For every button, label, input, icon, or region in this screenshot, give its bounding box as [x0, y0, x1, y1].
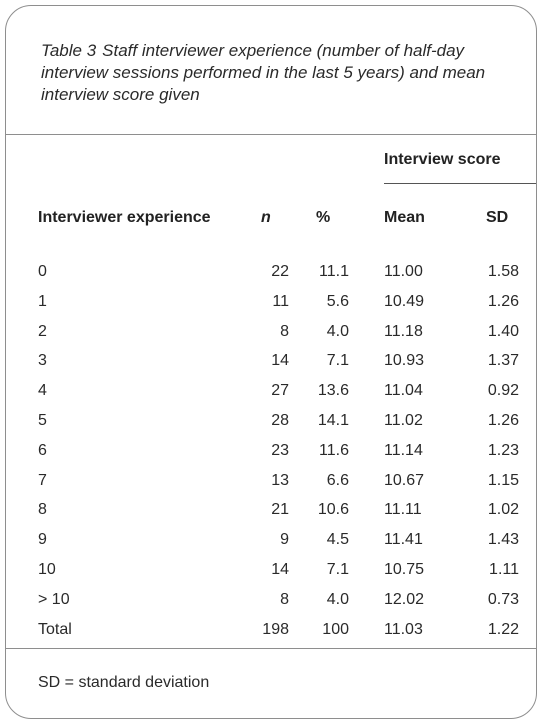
cell-experience: 10 — [38, 561, 56, 578]
cell-mean: 11.03 — [384, 620, 423, 638]
table-row: 9 9 4.5 11.41 1.43 — [6, 530, 536, 560]
cell-experience: 0 — [38, 263, 47, 280]
cell-percent: 7.1 — [326, 352, 349, 370]
cell-mean: 11.00 — [384, 263, 423, 280]
cell-percent: 6.6 — [326, 471, 349, 489]
cell-sd: 1.22 — [487, 620, 519, 638]
cell-sd: 1.26 — [487, 292, 519, 310]
cell-sd: 1.15 — [487, 471, 519, 489]
cell-percent: 4.0 — [326, 322, 349, 340]
column-header-n: n — [261, 209, 271, 226]
cell-percent: 100 — [322, 620, 349, 638]
cell-experience: 7 — [38, 471, 47, 489]
cell-mean: 12.02 — [384, 590, 425, 608]
table-caption: Table 3 Staff interviewer experience (num… — [41, 40, 521, 106]
column-header-mean: Mean — [384, 209, 425, 226]
cell-percent: 5.6 — [326, 292, 349, 310]
table-row: 10 14 7.1 10.75 1.11 — [6, 560, 536, 590]
cell-experience: 5 — [38, 412, 47, 429]
cell-experience: 3 — [38, 352, 47, 370]
column-header-sd: SD — [486, 209, 509, 226]
table-row: 3 14 7.1 10.93 1.37 — [6, 351, 536, 381]
cell-percent: 14.1 — [317, 412, 349, 429]
table-row: 0 22 11.1 11.00 1.58 — [6, 262, 536, 292]
cell-sd: 0.73 — [487, 590, 519, 608]
cell-mean: 11.04 — [384, 382, 423, 400]
cell-sd: 1.26 — [487, 412, 519, 429]
cell-mean: 10.67 — [384, 471, 425, 489]
caption-text: Staff interviewer experience (number of … — [41, 41, 486, 104]
cell-sd: 1.02 — [487, 501, 519, 519]
cell-n: 21 — [271, 501, 289, 519]
cell-percent: 11.6 — [319, 441, 349, 459]
cell-mean: 11.11 — [384, 501, 422, 519]
table-frame: Table 3 Staff interviewer experience (num… — [5, 5, 537, 719]
cell-percent: 13.6 — [317, 382, 349, 400]
cell-n: 13 — [271, 471, 289, 489]
cell-experience: 8 — [38, 501, 47, 519]
cell-n: 28 — [271, 412, 289, 429]
cell-experience: 9 — [38, 531, 47, 549]
group-header-interview-score: Interview score — [384, 151, 501, 168]
cell-experience: 6 — [38, 441, 47, 459]
top-divider — [6, 134, 536, 135]
table-row-total: Total 198 100 11.03 1.22 — [6, 620, 536, 650]
cell-percent: 4.0 — [326, 590, 349, 608]
cell-n: 11 — [272, 292, 289, 310]
table-row: 2 8 4.0 11.18 1.40 — [6, 322, 536, 352]
cell-n: 23 — [271, 441, 289, 459]
cell-mean: 11.14 — [384, 441, 423, 459]
cell-sd: 1.23 — [487, 441, 519, 459]
cell-n: 9 — [280, 531, 289, 549]
caption-label: Table 3 — [41, 41, 97, 60]
cell-sd: 0.92 — [487, 382, 519, 400]
cell-n: 8 — [280, 322, 289, 340]
cell-experience: > 10 — [38, 590, 70, 608]
group-header-underline — [384, 183, 536, 184]
cell-experience: Total — [38, 620, 72, 638]
cell-percent: 7.1 — [326, 561, 349, 578]
table-row: 7 13 6.6 10.67 1.15 — [6, 471, 536, 501]
column-header-experience: Interviewer experience — [38, 209, 211, 226]
table-row: > 10 8 4.0 12.02 0.73 — [6, 590, 536, 620]
cell-mean: 10.49 — [384, 292, 425, 310]
column-header-percent: % — [316, 209, 331, 226]
cell-sd: 1.37 — [487, 352, 519, 370]
table-row: 6 23 11.6 11.14 1.23 — [6, 441, 536, 471]
cell-mean: 10.93 — [384, 352, 425, 370]
table-row: 8 21 10.6 11.11 1.02 — [6, 500, 536, 530]
cell-experience: 4 — [38, 382, 47, 400]
cell-percent: 4.5 — [326, 531, 349, 549]
cell-mean: 11.18 — [384, 322, 423, 340]
bottom-divider — [6, 648, 536, 649]
cell-sd: 1.11 — [489, 561, 519, 578]
table-row: 4 27 13.6 11.04 0.92 — [6, 381, 536, 411]
table-footnote: SD = standard deviation — [38, 674, 210, 691]
table-row: 5 28 14.1 11.02 1.26 — [6, 411, 536, 441]
cell-mean: 10.75 — [384, 561, 425, 578]
cell-mean: 11.02 — [384, 412, 423, 429]
cell-n: 14 — [271, 561, 289, 578]
cell-percent: 11.1 — [319, 263, 349, 280]
cell-sd: 1.43 — [487, 531, 519, 549]
cell-sd: 1.58 — [487, 263, 519, 280]
cell-n: 27 — [271, 382, 289, 400]
cell-n: 198 — [262, 620, 289, 638]
cell-n: 14 — [271, 352, 289, 370]
cell-experience: 1 — [38, 292, 47, 310]
cell-n: 8 — [280, 590, 289, 608]
cell-experience: 2 — [38, 322, 47, 340]
table-row: 1 11 5.6 10.49 1.26 — [6, 292, 536, 322]
cell-n: 22 — [271, 263, 289, 280]
cell-mean: 11.41 — [384, 531, 423, 549]
cell-percent: 10.6 — [317, 501, 349, 519]
cell-sd: 1.40 — [487, 322, 519, 340]
